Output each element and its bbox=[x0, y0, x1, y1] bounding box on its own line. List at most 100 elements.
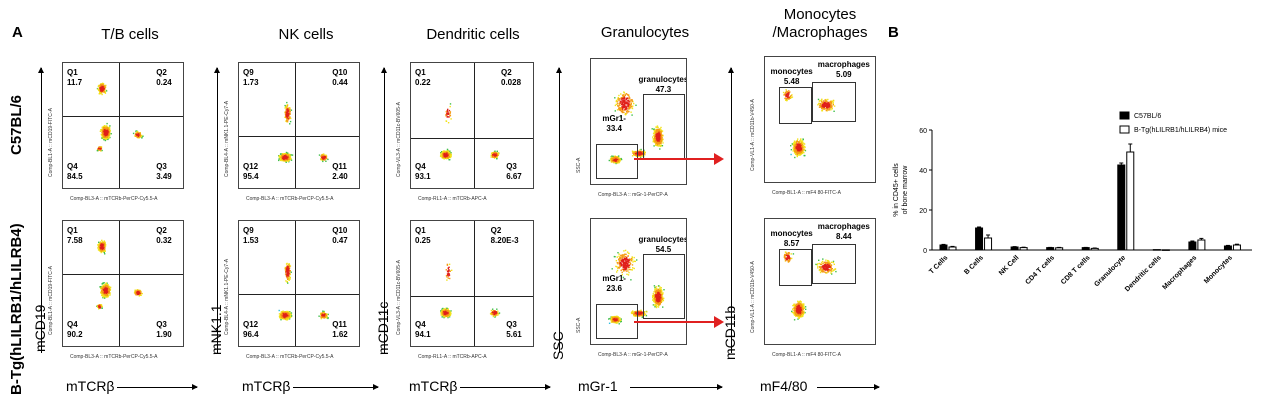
y-tick-label: 60 bbox=[919, 128, 927, 135]
gate-label-q1: Q1 0.22 bbox=[415, 68, 431, 87]
flow-x-axis-label: Comp-BL3-A :: mTCRb-PerCP-Cy5.5-A bbox=[246, 354, 334, 360]
flow-x-axis-label: Comp-BL3-A :: mGr-1-PerCP-A bbox=[598, 352, 668, 358]
bar-1-5 bbox=[1126, 151, 1135, 251]
flow-plot-4: granulocytes 47.3 mGr1- 33.4 bbox=[590, 58, 687, 185]
bottom-label-4: mGr-1 bbox=[578, 378, 618, 394]
flow-y-axis-label: Comp-VL1-A :: mCD11b-V450-A bbox=[750, 99, 756, 171]
x-tick-label: B Cells bbox=[963, 254, 985, 276]
x-tick-label: CD8 T cells bbox=[1060, 254, 1092, 286]
flow-x-axis-label: Comp-BL3-A :: mTCRb-PerCP-Cy5.5-A bbox=[70, 354, 158, 360]
flow-density-dots bbox=[783, 251, 837, 321]
bar-1-0 bbox=[948, 246, 957, 251]
flow-y-axis-label: Comp-BL4-A :: mNK1.1-PE-Cy7-A bbox=[224, 258, 230, 335]
bottom-arrow-5 bbox=[817, 384, 880, 390]
y-arrow-4 bbox=[556, 67, 562, 353]
gate-horizontal-line bbox=[411, 138, 533, 139]
flow-y-axis-label: Comp-BL1-A :: mCD19-FITC-A bbox=[48, 266, 54, 335]
bar-0-5 bbox=[1117, 164, 1126, 251]
bottom-label-1: mTCRβ bbox=[66, 378, 115, 394]
bar-1-2 bbox=[1019, 247, 1028, 251]
gate-monocytes bbox=[779, 87, 813, 124]
flow-plot-2: Q9 1.73 Q10 0.44 Q12 95.4 Q11 2.40 bbox=[238, 62, 360, 189]
gate-label-q11: Q11 1.62 bbox=[332, 320, 348, 339]
gate-label-q11: Q11 2.40 bbox=[332, 162, 348, 181]
panel-a-label: A bbox=[12, 24, 23, 41]
flow-x-axis-label: Comp-BL1-A :: mF4 80-FITC-A bbox=[772, 190, 841, 196]
bar-0-4 bbox=[1081, 247, 1090, 251]
gate-mgr1-neg bbox=[595, 304, 638, 339]
side-label-mcd11b: mCD11b bbox=[722, 305, 738, 360]
flow-y-axis-label: Comp-BL4-A :: mNK1.1-PE-Cy7-A bbox=[224, 100, 230, 177]
gate-label-monocytes: monocytes 5.48 bbox=[770, 67, 813, 86]
bar-0-3 bbox=[1046, 247, 1055, 251]
flow-density-dots bbox=[278, 101, 329, 163]
flow-y-axis-label: SSC-A bbox=[576, 157, 582, 173]
flow-plot-1: Q1 11.7 Q2 0.24 Q4 84.5 Q3 3.49 bbox=[62, 62, 184, 189]
gate-label-q4: Q4 90.2 bbox=[67, 320, 83, 339]
gate-label-mgr1: mGr1- 33.4 bbox=[602, 114, 626, 133]
flow-plot-8: Q1 0.25 Q2 8.20E-3 Q4 94.1 Q3 5.61 bbox=[410, 220, 534, 347]
gate-label-q12: Q12 96.4 bbox=[243, 320, 259, 339]
flow-density-dots bbox=[439, 103, 500, 161]
col-title-nk: NK cells bbox=[278, 26, 334, 43]
col-title-tb: T/B cells bbox=[101, 26, 159, 43]
bottom-arrow-4 bbox=[630, 384, 723, 390]
gate-vertical-line bbox=[474, 221, 476, 346]
red-arrow-bottom bbox=[634, 316, 724, 328]
bottom-arrow-2 bbox=[293, 384, 379, 390]
y-arrow-3 bbox=[381, 67, 387, 353]
gate-vertical-line bbox=[119, 221, 121, 346]
gate-label-q2: Q2 8.20E-3 bbox=[490, 226, 519, 245]
y-tick-label: 0 bbox=[923, 248, 927, 255]
bar-0-7 bbox=[1188, 241, 1197, 251]
gate-label-q10: Q10 0.47 bbox=[332, 226, 348, 245]
legend-swatch-0 bbox=[1119, 111, 1130, 120]
gate-label-q1: Q1 0.25 bbox=[415, 226, 431, 245]
x-tick-label: T Cells bbox=[928, 254, 949, 275]
flow-plot-3: Q1 0.22 Q2 0.028 Q4 93.1 Q3 6.67 bbox=[410, 62, 534, 189]
bar-1-7 bbox=[1197, 239, 1206, 251]
bar-1-8 bbox=[1232, 244, 1241, 251]
gate-label-q9: Q9 1.73 bbox=[243, 68, 259, 87]
flow-plot-10: monocytes 8.57 macrophages 8.44 bbox=[764, 218, 876, 345]
col-title-dc: Dendritic cells bbox=[426, 26, 520, 43]
side-label-mcd19: mCD19 bbox=[32, 304, 48, 352]
gate-label-q10: Q10 0.44 bbox=[332, 68, 348, 87]
gate-label-mgr1: mGr1- 23.6 bbox=[602, 274, 626, 293]
gate-horizontal-line bbox=[239, 135, 359, 137]
y-axis-label: % in CD45+ cells of bone marrow bbox=[893, 163, 909, 217]
col-title-gran: Granulocytes bbox=[600, 24, 690, 41]
flow-density-dots bbox=[608, 249, 665, 325]
row-label-c57: C57BL/6 bbox=[8, 94, 25, 155]
gate-label-q3: Q3 1.90 bbox=[156, 320, 172, 339]
bar-0-8 bbox=[1223, 245, 1232, 251]
legend-swatch-1 bbox=[1119, 125, 1130, 134]
bottom-label-5: mF4/80 bbox=[760, 378, 808, 394]
bottom-label-3: mTCRβ bbox=[409, 378, 458, 394]
flow-density-dots bbox=[278, 262, 329, 321]
flow-x-axis-label: Comp-BL1-A :: mF4 80-FITC-A bbox=[772, 352, 841, 358]
gate-horizontal-line bbox=[63, 273, 183, 275]
y-arrow-2 bbox=[214, 67, 220, 353]
flow-y-axis-label: Comp-VL3-A :: mCD11c-BV605-A bbox=[396, 260, 402, 335]
flow-density-dots bbox=[782, 89, 836, 159]
gate-label-q9: Q9 1.53 bbox=[243, 226, 259, 245]
y-arrow-5 bbox=[728, 67, 734, 353]
flow-y-axis-label: Comp-VL1-A :: mCD11b-V450-A bbox=[750, 261, 756, 333]
flow-plot-6: Q1 7.58 Q2 0.32 Q4 90.2 Q3 1.90 bbox=[62, 220, 184, 347]
x-tick-label: Granulocyte bbox=[1093, 254, 1127, 288]
flow-y-axis-label: Comp-VL3-A :: mCD11c-BV605-A bbox=[396, 102, 402, 177]
side-label-mcd11c: mCD11c bbox=[375, 301, 391, 355]
side-label-mnk: mNK1.1 bbox=[208, 304, 224, 355]
bar-0-2 bbox=[1010, 246, 1019, 251]
y-tick-label: 40 bbox=[919, 168, 927, 175]
gate-label-q2: Q2 0.32 bbox=[156, 226, 172, 245]
x-tick-label: Macrophages bbox=[1161, 254, 1198, 291]
bar-0-6 bbox=[1152, 249, 1161, 251]
flow-x-axis-label: Comp-RL1-A :: mTCRb-APC-A bbox=[418, 354, 487, 360]
legend-label-0: C57BL/6 bbox=[1134, 113, 1161, 120]
gate-vertical-line bbox=[119, 63, 121, 188]
bar-0-1 bbox=[975, 227, 984, 251]
gate-label-q3: Q3 5.61 bbox=[506, 320, 522, 339]
gate-macrophages bbox=[812, 244, 857, 284]
